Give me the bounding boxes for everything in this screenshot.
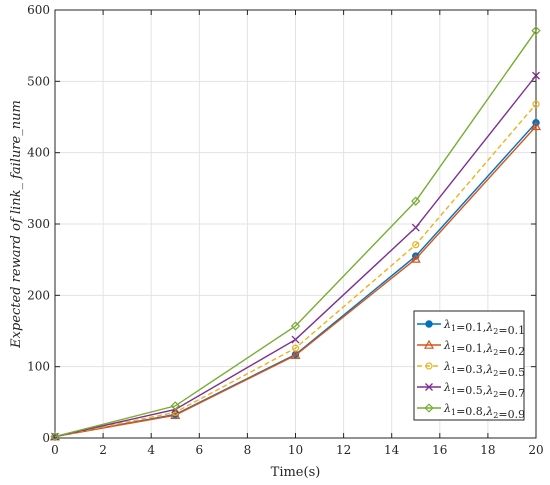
series-line (54, 125, 537, 438)
x-tick-label: 8 (244, 443, 252, 457)
series-line (54, 30, 537, 438)
data-point (290, 350, 301, 360)
data-point (170, 401, 180, 411)
x-tick-label: 10 (288, 443, 303, 457)
y-tick-label: 500 (27, 74, 50, 88)
legend-label: λ1=0.3,λ2=0.5 (443, 360, 525, 379)
legend-item: λ1=0.1,λ2=0.1 (417, 318, 525, 337)
legend-item: λ1=0.3,λ2=0.5 (417, 360, 525, 379)
x-tick-label: 14 (384, 443, 400, 457)
legend-marker (423, 339, 435, 349)
x-tick-label: 20 (528, 443, 543, 457)
data-point (532, 71, 540, 80)
x-tick-label: 4 (147, 443, 155, 457)
y-tick-label: 200 (27, 288, 50, 302)
legend-item: λ1=0.8,λ2=0.9 (417, 402, 525, 421)
legend-marker (424, 403, 434, 413)
y-tick-label: 300 (27, 217, 50, 231)
legend-item: λ1=0.1,λ2=0.2 (417, 339, 525, 358)
data-point (50, 431, 60, 442)
legend-label: λ1=0.1,λ2=0.2 (443, 339, 525, 358)
y-tick-label: 400 (27, 146, 50, 160)
legend-label: λ1=0.5,λ2=0.7 (443, 381, 525, 400)
y-tick-label: 0 (42, 431, 50, 445)
x-tick-label: 18 (480, 443, 495, 457)
y-tick-label: 100 (27, 360, 50, 374)
data-point (530, 121, 542, 131)
legend-marker (425, 320, 433, 328)
series-layer (49, 26, 542, 442)
series-5 (50, 26, 541, 442)
legend-marker (425, 362, 433, 370)
y-axis-label: Expected reward of link_ failure_num (9, 100, 24, 349)
data-point (291, 344, 300, 352)
y-tick-label: 600 (27, 3, 50, 17)
data-point (411, 196, 421, 206)
x-tick-label: 2 (99, 443, 107, 457)
data-point (531, 26, 541, 36)
data-point (532, 100, 540, 108)
x-tick-label: 0 (51, 443, 59, 457)
data-point (410, 253, 421, 263)
data-point (411, 223, 420, 232)
legend-label: λ1=0.1,λ2=0.1 (443, 318, 525, 337)
legend: λ1=0.1,λ2=0.1 λ1=0.1,λ2=0.2 λ1=0.3,λ2=0.5 λ… (413, 310, 525, 421)
data-point (412, 241, 420, 249)
data-point (291, 335, 300, 344)
legend-item: λ1=0.5,λ2=0.7 (417, 381, 525, 400)
x-tick-label: 12 (336, 443, 351, 457)
legend-label: λ1=0.8,λ2=0.9 (443, 402, 525, 421)
x-tick-label: 16 (432, 443, 447, 457)
data-point (290, 321, 301, 331)
x-axis-label: Time(s) (271, 465, 321, 480)
x-tick-label: 6 (195, 443, 203, 457)
legend-marker (425, 383, 433, 391)
series-line (54, 103, 537, 438)
